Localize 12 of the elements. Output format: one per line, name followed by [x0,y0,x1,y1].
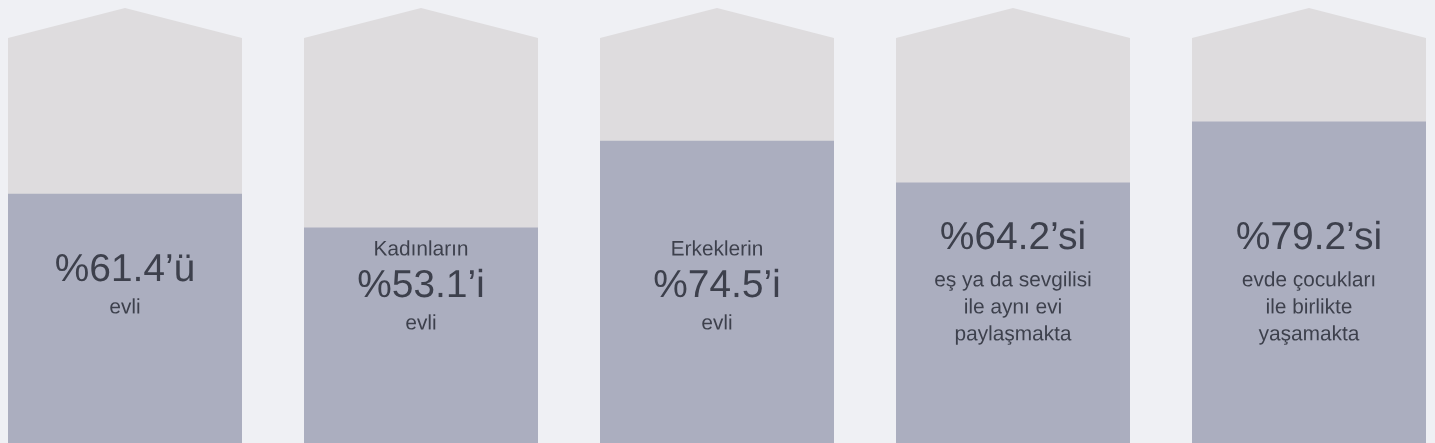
x-tick-label: Kadınların [375,240,468,256]
annotation: evli [110,298,140,314]
x-tick-label: Erkeklerin [672,240,762,256]
data-label: %53.1’i [358,268,483,298]
annotation: evli [406,314,436,330]
data-label: %74.5’i [654,268,779,298]
data-label: %64.2’si [941,220,1084,250]
data-label: %61.4’ü [56,253,193,282]
annotation: evde çocukları ile birlikte yaşamakta [1242,271,1375,345]
annotation: eş ya da sevgilisi ile aynı evi paylaşmakta [935,271,1091,345]
annotation: evli [702,314,732,330]
data-label: %79.2’si [1237,220,1380,250]
